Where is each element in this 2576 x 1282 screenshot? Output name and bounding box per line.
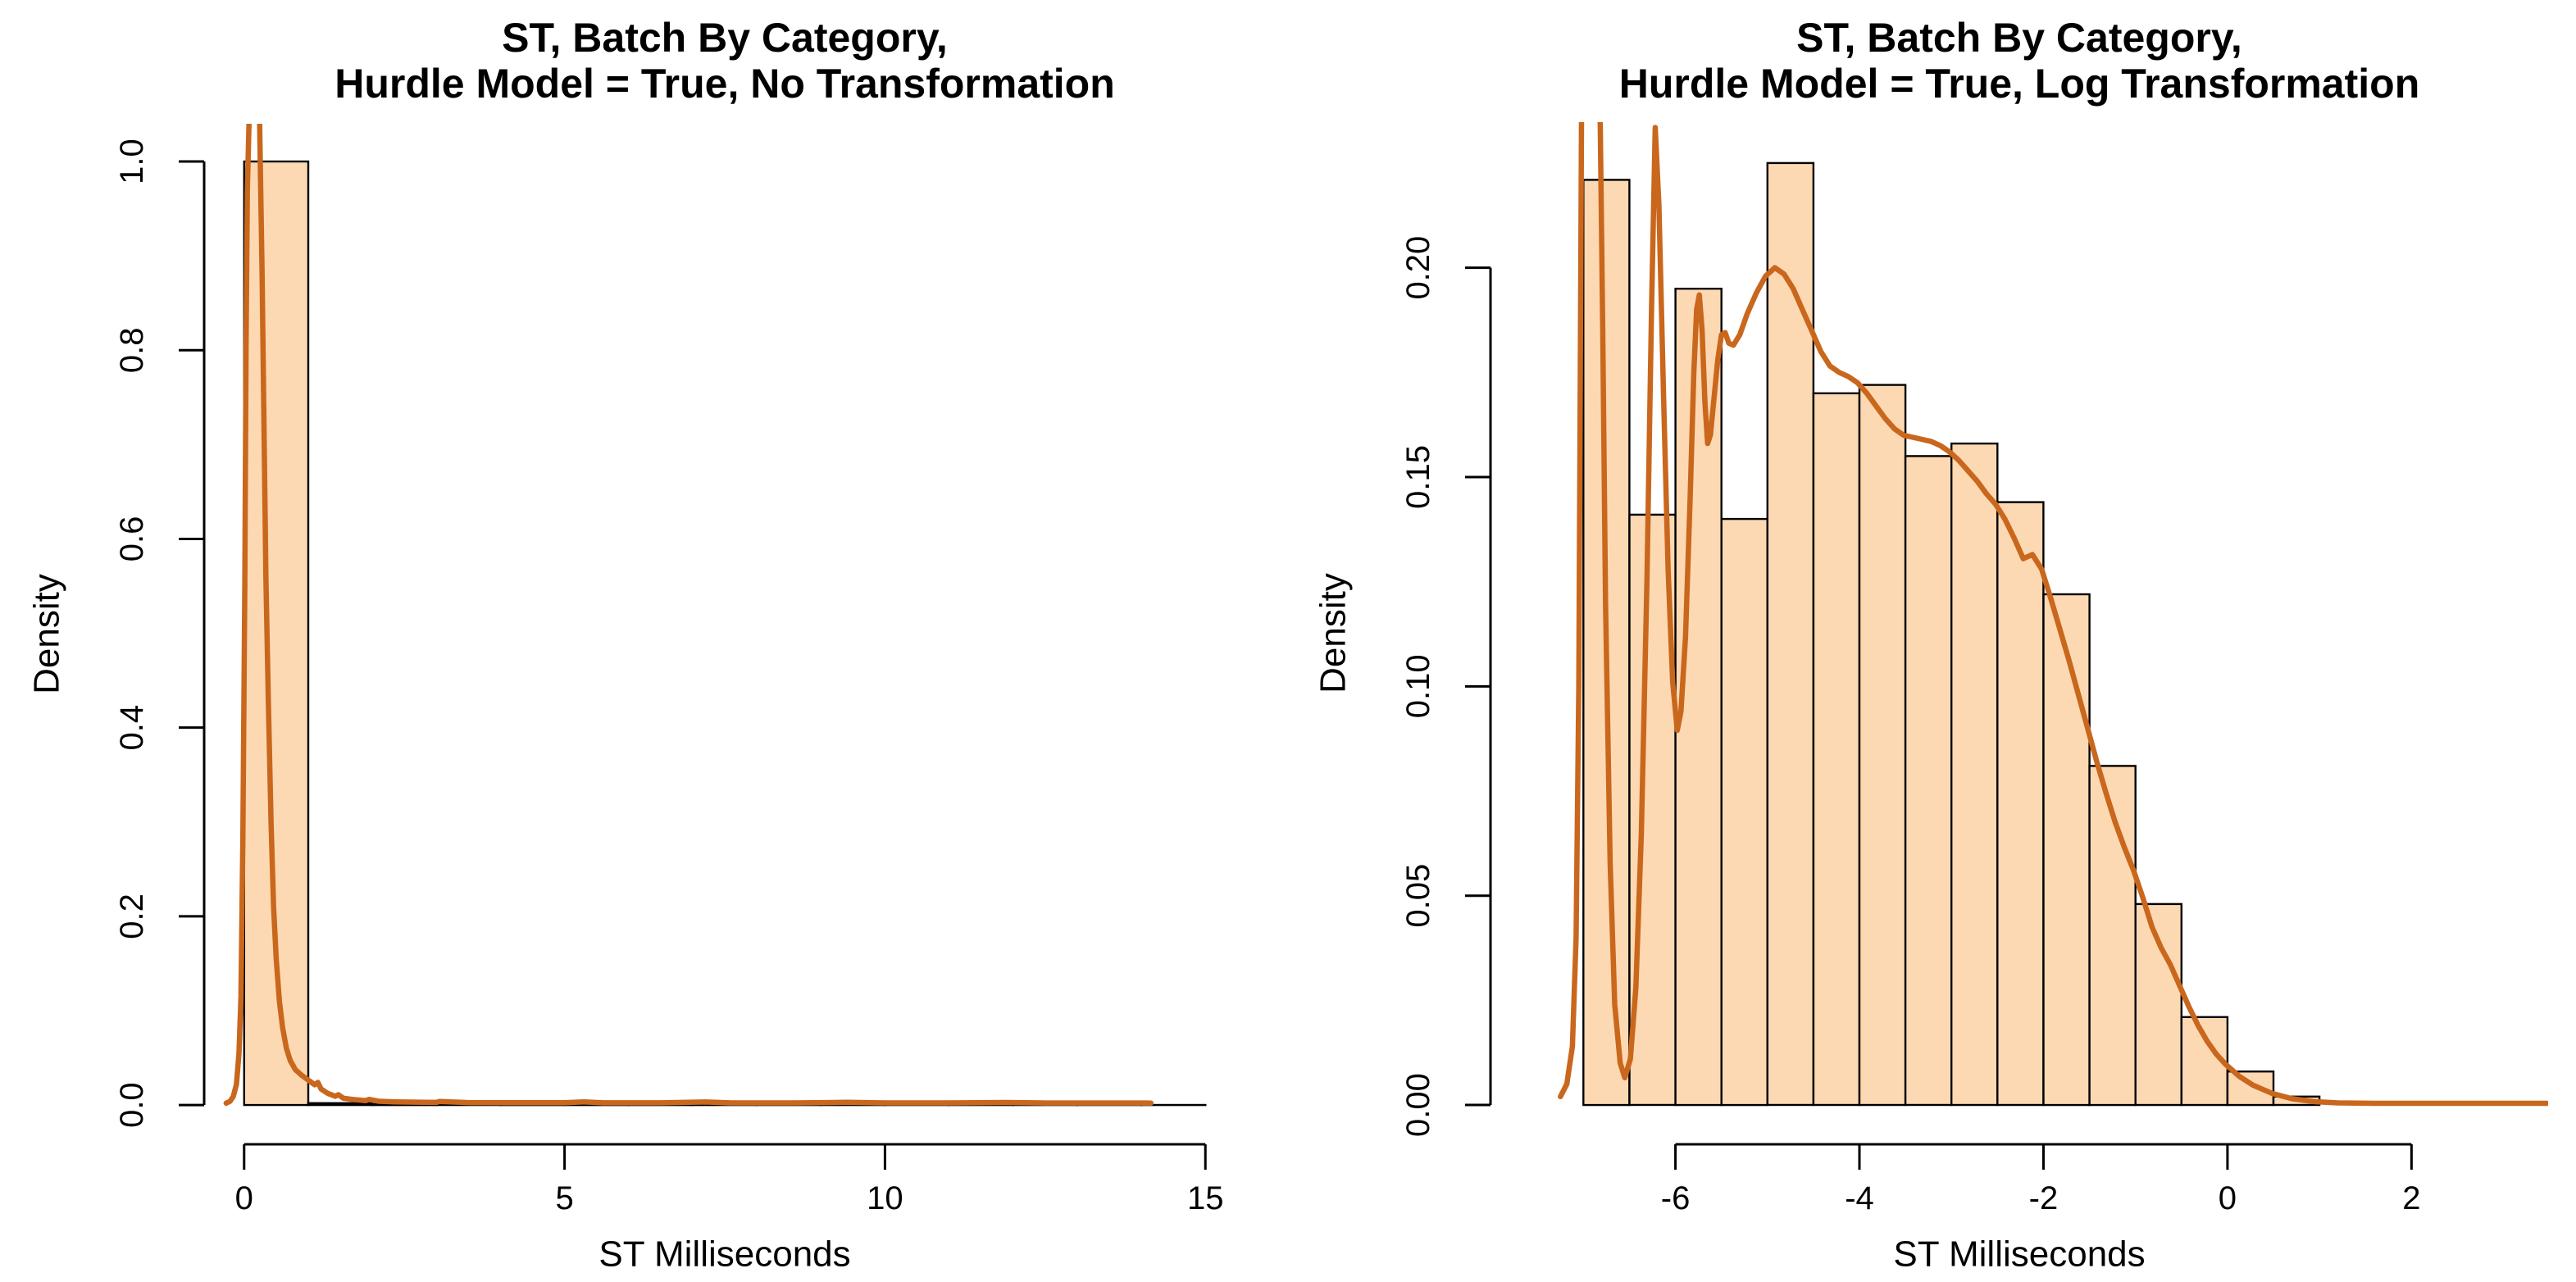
y-tick-label: 0.4 — [114, 705, 150, 751]
x-tick-label: 2 — [2402, 1180, 2420, 1216]
y-tick-label: 0.0 — [114, 1082, 150, 1128]
y-axis-title: Density — [27, 574, 67, 694]
histogram-bar — [307, 1102, 374, 1107]
x-tick-label: -2 — [2029, 1180, 2059, 1216]
x-tick-label: -4 — [1845, 1180, 1874, 1216]
y-tick-label: 0.00 — [1400, 1073, 1436, 1137]
histogram-bar — [1766, 161, 1815, 1107]
histogram-bar — [1858, 384, 1907, 1107]
y-tick-label: 0.6 — [114, 516, 150, 562]
x-tick-label: 5 — [555, 1180, 573, 1216]
y-tick-label: 0.15 — [1400, 445, 1436, 509]
y-tick-label: 0.2 — [114, 893, 150, 939]
y-tick-label: 0.20 — [1400, 236, 1436, 300]
y-axis: 0.00 0.05 0.10 0.15 0.20 — [1400, 236, 1492, 1137]
x-axis: 0 5 10 15 — [235, 1143, 1224, 1216]
plot-title-line2: Hurdle Model = True, No Transformation — [335, 61, 1115, 107]
y-tick-label: 0.8 — [114, 327, 150, 373]
density-curve — [1558, 122, 2548, 1107]
histogram-bars — [1582, 161, 2321, 1107]
density-curve — [223, 124, 1154, 1107]
histogram-bar — [2042, 593, 2091, 1107]
plot-left-no-transformation: 0 5 10 15 0.0 0.2 0.4 0.6 0.8 1.0 ST Milliseconds D… — [27, 15, 1224, 1275]
y-tick-label: 1.0 — [114, 139, 150, 184]
plot-title-line1: ST, Batch By Category, — [1796, 15, 2242, 61]
histogram-bar — [1720, 517, 1768, 1107]
plot-title-line1: ST, Batch By Category, — [502, 15, 948, 61]
x-axis-title: ST Milliseconds — [1893, 1234, 2145, 1275]
x-axis-title: ST Milliseconds — [598, 1234, 850, 1275]
y-axis-title: Density — [1313, 573, 1354, 693]
x-tick-label: 0 — [2219, 1180, 2237, 1216]
y-tick-label: 0.10 — [1400, 654, 1436, 718]
histogram-bar — [2134, 902, 2182, 1107]
x-tick-label: 0 — [235, 1180, 253, 1216]
x-tick-label: 10 — [867, 1180, 903, 1216]
histogram-bar — [1950, 442, 1999, 1107]
histogram-bar — [1904, 455, 1953, 1107]
histogram-bar — [1812, 392, 1861, 1107]
plot-title-line2: Hurdle Model = True, Log Transformation — [1619, 61, 2420, 107]
x-tick-label: -6 — [1661, 1180, 1691, 1216]
x-tick-label: 15 — [1187, 1180, 1224, 1216]
x-axis: -6 -4 -2 0 2 — [1661, 1143, 2420, 1216]
plot-right-log-transformation: -6 -4 -2 0 2 0.00 0.05 0.10 0.15 0.20 ST Milliseco… — [1313, 15, 2548, 1275]
y-axis: 0.0 0.2 0.4 0.6 0.8 1.0 — [114, 139, 206, 1128]
histogram-bar — [1996, 501, 2045, 1107]
y-tick-label: 0.05 — [1400, 864, 1436, 928]
